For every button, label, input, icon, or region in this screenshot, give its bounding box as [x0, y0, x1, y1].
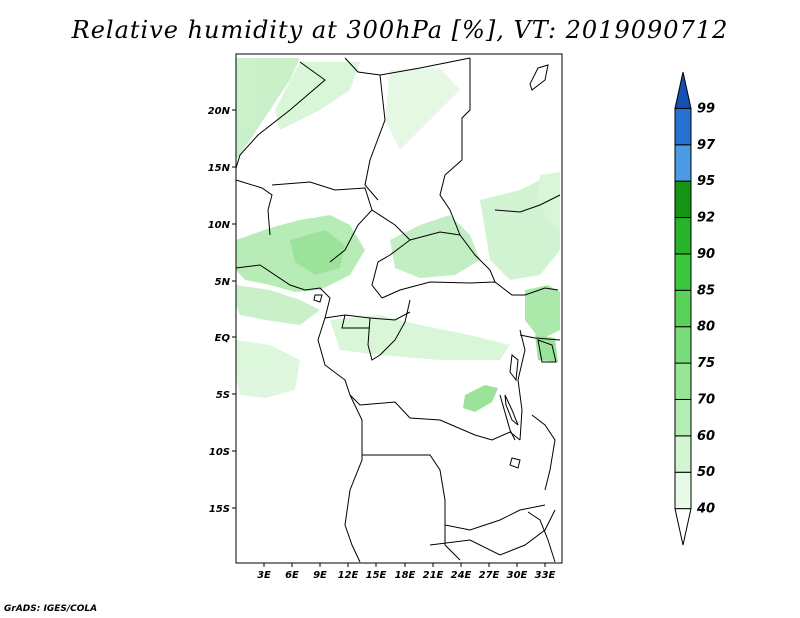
colorbar-segment — [674, 253, 692, 291]
lon-label-15e: 15E — [366, 570, 387, 581]
border-line — [429, 509, 556, 556]
border-line — [531, 414, 556, 491]
border-line — [362, 454, 546, 531]
lon-label-27e: 27E — [479, 570, 500, 581]
border-line — [381, 281, 525, 299]
colorbar-label: 40 — [696, 502, 715, 517]
colorbar-segment — [674, 471, 692, 510]
colorbar-labels: 40 50 60 70 75 80 85 90 92 95 97 99 — [696, 101, 716, 516]
map-frame — [235, 53, 563, 564]
border-line — [524, 287, 559, 296]
lon-label-21e: 21E — [423, 570, 444, 581]
colorbar: 40 50 60 70 75 80 85 90 92 95 97 99 — [674, 71, 716, 546]
border-line — [344, 394, 363, 563]
humidity-patch-gulf — [236, 285, 320, 325]
border-line — [341, 314, 370, 329]
humidity-patch-westafrica-core — [290, 230, 345, 275]
border-line — [364, 74, 386, 201]
colorbar-label: 50 — [697, 465, 715, 480]
colorbar-segment — [674, 180, 692, 219]
border-line — [409, 231, 496, 283]
lon-label-33e: 33E — [535, 570, 556, 581]
colorbar-label: 60 — [697, 429, 715, 444]
border-line — [349, 394, 521, 441]
lon-axis: 3E 6E 9E 12E 15E 18E 21E 24E 27E 30E 33E — [257, 563, 556, 581]
lat-label-15s: 15S — [209, 504, 230, 515]
country-borders — [235, 57, 561, 563]
humidity-patch-north — [275, 62, 360, 130]
colorbar-segment — [674, 289, 692, 328]
lake-outline — [529, 64, 549, 91]
border-line — [494, 194, 561, 213]
border-line — [499, 394, 516, 441]
border-line — [371, 209, 411, 299]
colorbar-segment — [674, 508, 692, 546]
humidity-patch-congo — [330, 315, 510, 360]
colorbar-label: 70 — [697, 392, 715, 407]
border-line — [235, 264, 331, 319]
colorbar-label: 75 — [697, 356, 715, 371]
lat-label-10n: 10N — [208, 220, 231, 231]
colorbar-segment — [674, 107, 692, 146]
colorbar-segment — [674, 362, 692, 400]
lat-label-5n: 5N — [215, 277, 231, 288]
humidity-patch-southwest — [236, 340, 300, 398]
lon-label-9e: 9E — [313, 570, 327, 581]
colorbar-label: 97 — [697, 138, 716, 153]
colorbar-segment — [674, 144, 692, 182]
colorbar-label: 80 — [697, 320, 715, 335]
lat-label-20n: 20N — [208, 106, 231, 117]
lake-outline — [537, 339, 557, 363]
lat-axis: 20N 15N 10N 5N EQ 5S 10S 15S — [208, 106, 236, 515]
colorbar-label: 92 — [697, 211, 715, 226]
colorbar-segment — [674, 398, 692, 437]
humidity-patch-central — [390, 215, 480, 278]
humidity-patch-south-spot — [463, 385, 498, 412]
colorbar-segment — [674, 217, 692, 255]
border-line — [519, 334, 561, 341]
border-line — [235, 179, 273, 236]
colorbar-segment — [674, 326, 692, 364]
colorbar-segment — [674, 435, 692, 473]
border-line — [444, 525, 461, 561]
colorbar-label: 95 — [697, 174, 715, 189]
lon-label-12e: 12E — [338, 570, 359, 581]
colorbar-segment — [674, 71, 692, 109]
humidity-patch-sahara — [385, 68, 460, 150]
lon-label-30e: 30E — [507, 570, 528, 581]
colorbar-label: 90 — [697, 247, 715, 262]
border-line — [317, 317, 351, 396]
map-title: Relative humidity at 300hPa [%], VT: 201… — [71, 16, 729, 44]
humidity-patch-east — [525, 285, 560, 340]
colorbar-segments — [674, 71, 692, 546]
lon-label-6e: 6E — [285, 570, 299, 581]
lat-label-10s: 10S — [209, 447, 230, 458]
humidity-patch-northwest — [236, 58, 300, 160]
border-line — [235, 61, 326, 169]
grads-credit: GrADS: IGES/COLA — [4, 604, 98, 614]
border-line — [439, 159, 463, 236]
colorbar-label: 99 — [697, 101, 715, 116]
lat-label-5s: 5S — [216, 390, 230, 401]
lat-label-15n: 15N — [208, 163, 231, 174]
lakes — [313, 64, 557, 469]
lake-outline — [504, 394, 519, 426]
border-line — [367, 299, 411, 361]
border-line — [527, 511, 556, 563]
border-line — [271, 181, 373, 263]
border-line — [517, 329, 526, 441]
lake-outline — [313, 294, 323, 303]
border-line — [461, 58, 471, 160]
lake-outline — [509, 457, 521, 469]
lat-label-eq: EQ — [215, 333, 231, 344]
colorbar-label: 85 — [697, 283, 715, 298]
lake-outline — [509, 354, 519, 382]
lon-label-3e: 3E — [257, 570, 271, 581]
lon-label-18e: 18E — [395, 570, 416, 581]
lon-label-24e: 24E — [451, 570, 472, 581]
